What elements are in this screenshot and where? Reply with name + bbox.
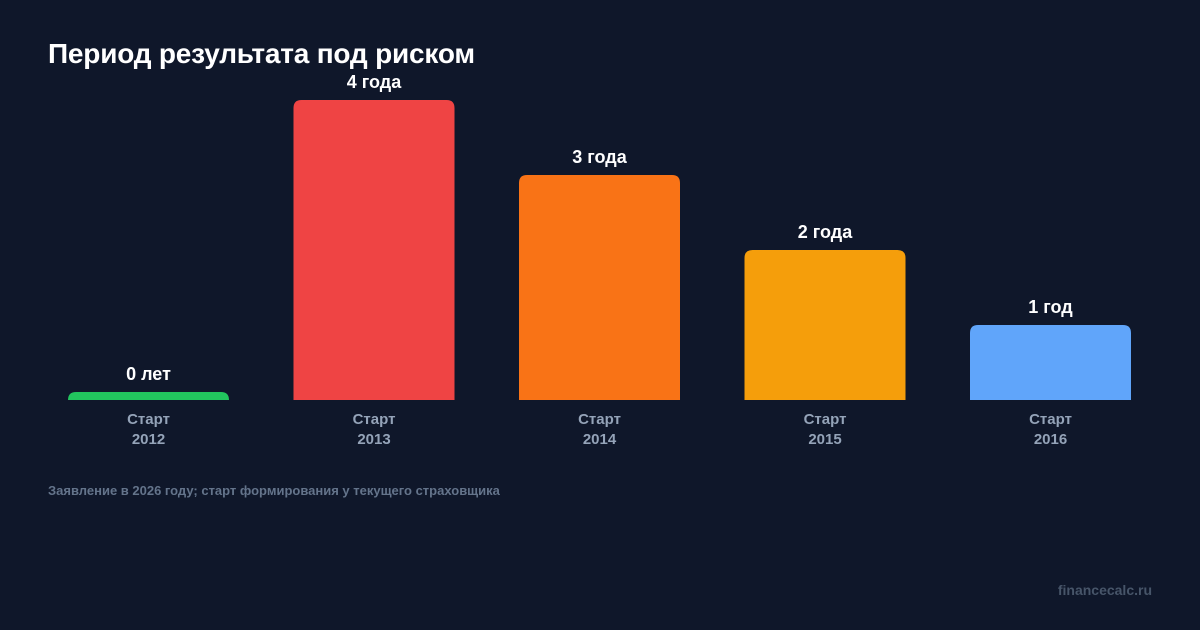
- category-label-line1: Старт: [127, 411, 170, 428]
- brand-watermark: financecalc.ru: [1057, 582, 1152, 598]
- data-label-2013: 4 года: [347, 72, 402, 92]
- category-label-year: 2016: [1034, 431, 1067, 448]
- category-label-line1: Старт: [804, 411, 847, 428]
- bar-2012: [68, 392, 229, 400]
- category-label-year: 2012: [132, 431, 165, 448]
- category-label-year: 2014: [583, 431, 617, 448]
- category-label-2016: Старт 2016: [1029, 411, 1072, 448]
- data-label-2015: 2 года: [798, 222, 853, 242]
- data-label-2012: 0 лет: [126, 364, 171, 384]
- category-label-2013: Старт 2013: [353, 411, 396, 448]
- category-label-line1: Старт: [578, 411, 621, 428]
- category-label-2014: Старт 2014: [578, 411, 621, 448]
- category-label-line1: Старт: [353, 411, 396, 428]
- category-label-year: 2013: [357, 431, 390, 448]
- category-label-year: 2015: [808, 431, 841, 448]
- bar-2014: [519, 175, 680, 400]
- category-label-line1: Старт: [1029, 411, 1072, 428]
- data-label-2014: 3 года: [572, 147, 627, 167]
- category-label-2015: Старт 2015: [804, 411, 847, 448]
- bar-chart: 0 лет Старт 2012 4 года Старт 2013 3 года Старт…: [68, 72, 1131, 448]
- bar-2016: [970, 325, 1131, 400]
- chart-footnote: Заявление в 2026 году; старт формировани…: [48, 483, 500, 498]
- bar-2015: [744, 250, 906, 400]
- chart-title: Период результата под риском: [48, 38, 475, 69]
- category-label-2012: Старт 2012: [127, 411, 170, 448]
- data-label-2016: 1 год: [1028, 297, 1073, 317]
- bar-2013: [293, 100, 455, 400]
